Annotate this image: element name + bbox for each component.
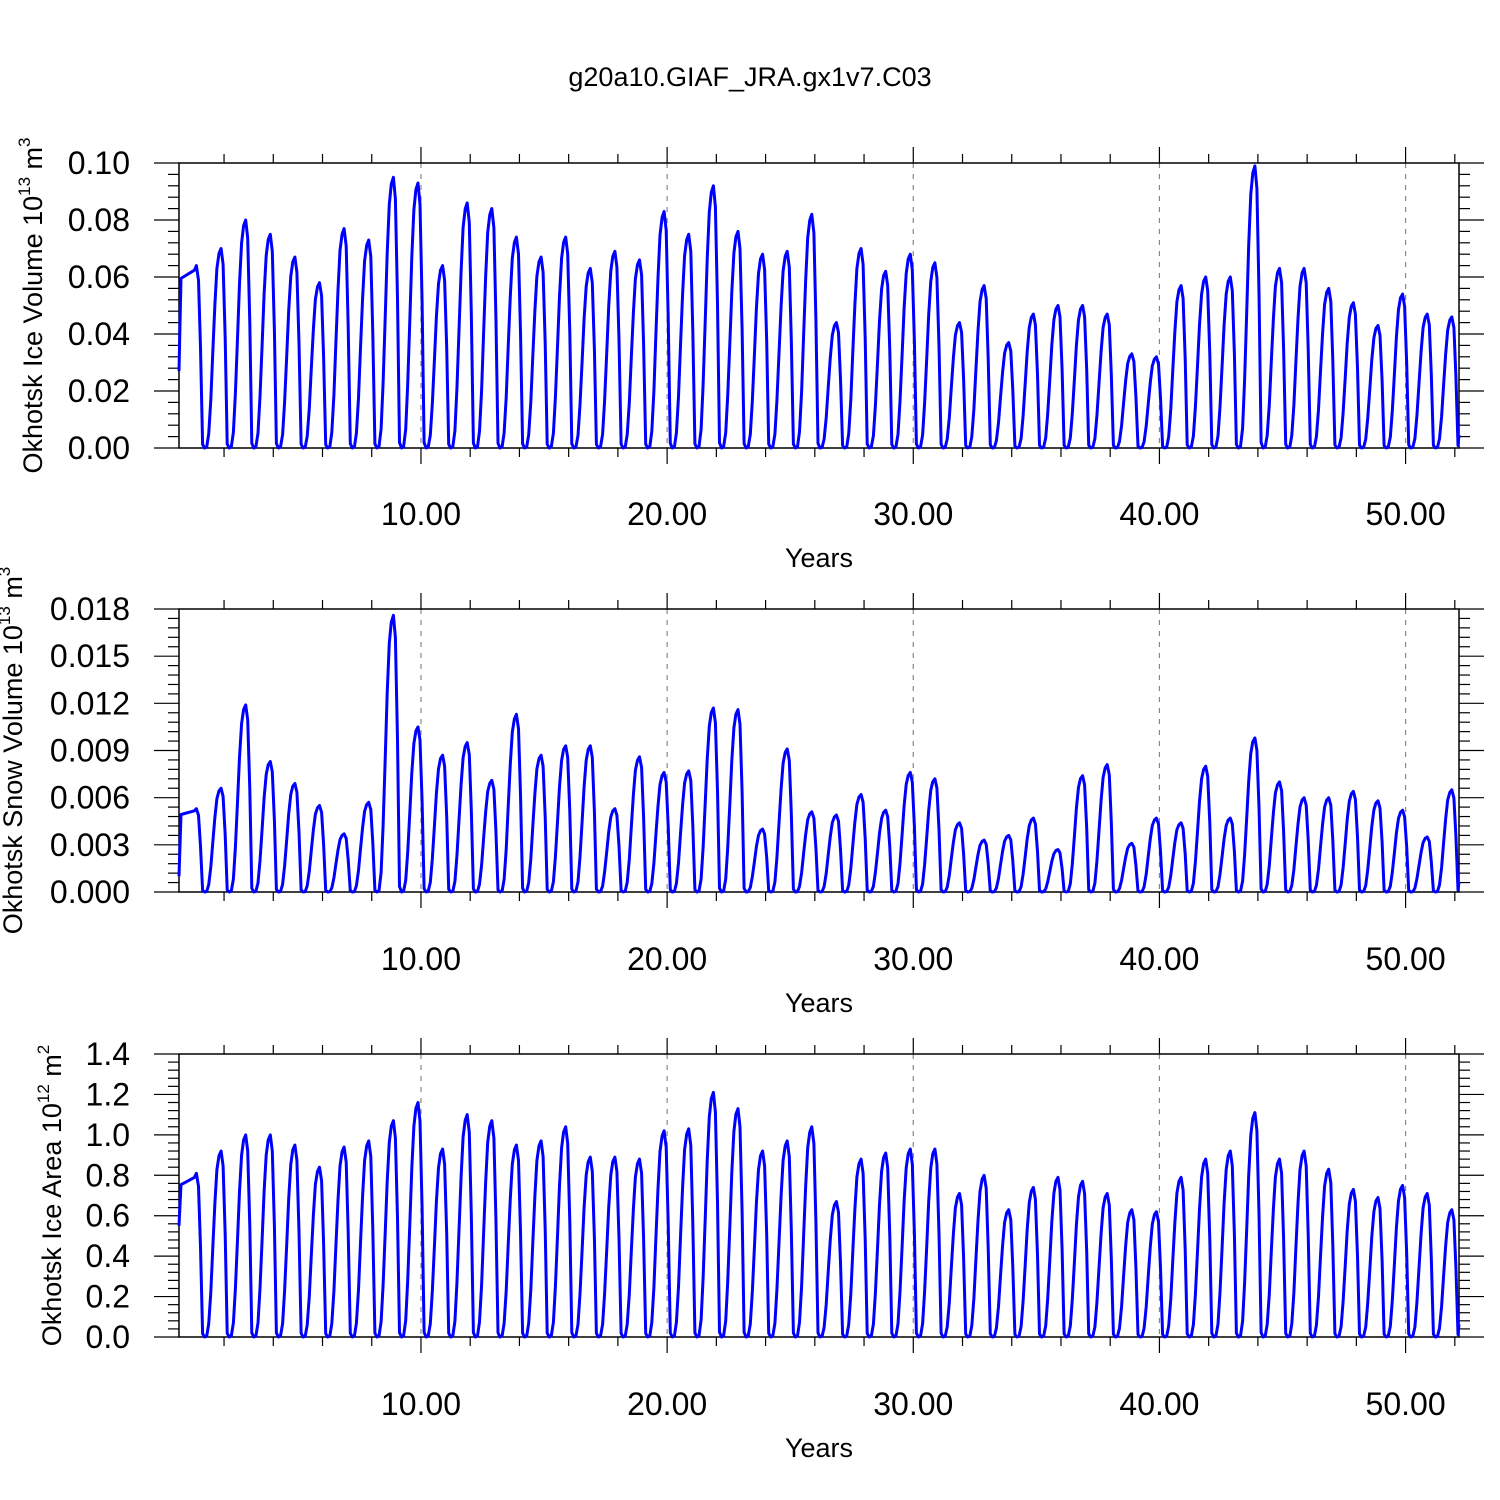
x-tick-label: 30.00 [873,1386,953,1422]
x-axis-label: Years [785,543,853,573]
y-tick-label: 0.02 [68,373,130,409]
panel-snow-volume: 0.000 0.003 0.006 0.009 0.012 0.015 0.018 10.00… [0,567,1484,1018]
y-tick-label: 0.06 [68,259,130,295]
series-line [177,1090,1461,1339]
series-line [177,613,1461,894]
y-tick-label: 0.012 [50,685,130,721]
x-axis-label: Years [785,988,853,1018]
y-tick-label: 0.4 [86,1238,130,1274]
y-tick-label: 0.015 [50,638,130,674]
y-tick-label: 0.003 [50,827,130,863]
y-axis-label: Okhotsk Ice Area 1012 m2 [34,1045,67,1347]
y-tick-label: 0.000 [50,874,130,910]
x-tick-label: 40.00 [1119,496,1199,532]
x-tick-label: 30.00 [873,941,953,977]
y-tick-label: 1.4 [86,1036,130,1072]
x-tick-label: 40.00 [1119,941,1199,977]
y-tick-label: 0.009 [50,733,130,769]
x-tick-label: 20.00 [627,1386,707,1422]
y-tick-label: 1.2 [86,1076,130,1112]
x-tick-label: 50.00 [1366,496,1446,532]
x-axis-label: Years [785,1433,853,1463]
x-tick-label: 10.00 [381,1386,461,1422]
y-tick-label: 0.08 [68,202,130,238]
x-tick-label: 10.00 [381,941,461,977]
y-tick-label: 0.018 [50,591,130,627]
y-axis-label: Okhotsk Ice Volume 1013 m3 [15,137,48,473]
panel-ice-area: 0.0 0.2 0.4 0.6 0.8 1.0 1.2 1.4 10.00 20.00 30.00 4… [34,1036,1484,1463]
x-tick-label: 40.00 [1119,1386,1199,1422]
x-tick-label: 20.00 [627,496,707,532]
x-tick-label: 20.00 [627,941,707,977]
y-tick-label: 0.00 [68,430,130,466]
y-tick-label: 1.0 [86,1117,130,1153]
y-axis-label: Okhotsk Snow Volume 1013 m3 [0,567,28,935]
x-tick-label: 10.00 [381,496,461,532]
plot-frame [178,608,1460,893]
x-tick-label: 30.00 [873,496,953,532]
x-tick-label: 50.00 [1366,1386,1446,1422]
x-tick-label: 50.00 [1366,941,1446,977]
series-line [177,164,1461,450]
y-tick-label: 0.2 [86,1279,130,1315]
y-tick-label: 0.04 [68,316,130,352]
y-tick-label: 0.006 [50,780,130,816]
y-tick-label: 0.0 [86,1319,130,1355]
y-tick-label: 0.8 [86,1157,130,1193]
y-tick-label: 0.6 [86,1198,130,1234]
y-tick-label: 0.10 [68,145,130,181]
panel-ice-volume: 0.00 0.02 0.04 0.06 0.08 0.10 10.00 20.00 30.00 4… [15,137,1484,573]
figure-title: g20a10.GIAF_JRA.gx1v7.C03 [568,62,931,92]
